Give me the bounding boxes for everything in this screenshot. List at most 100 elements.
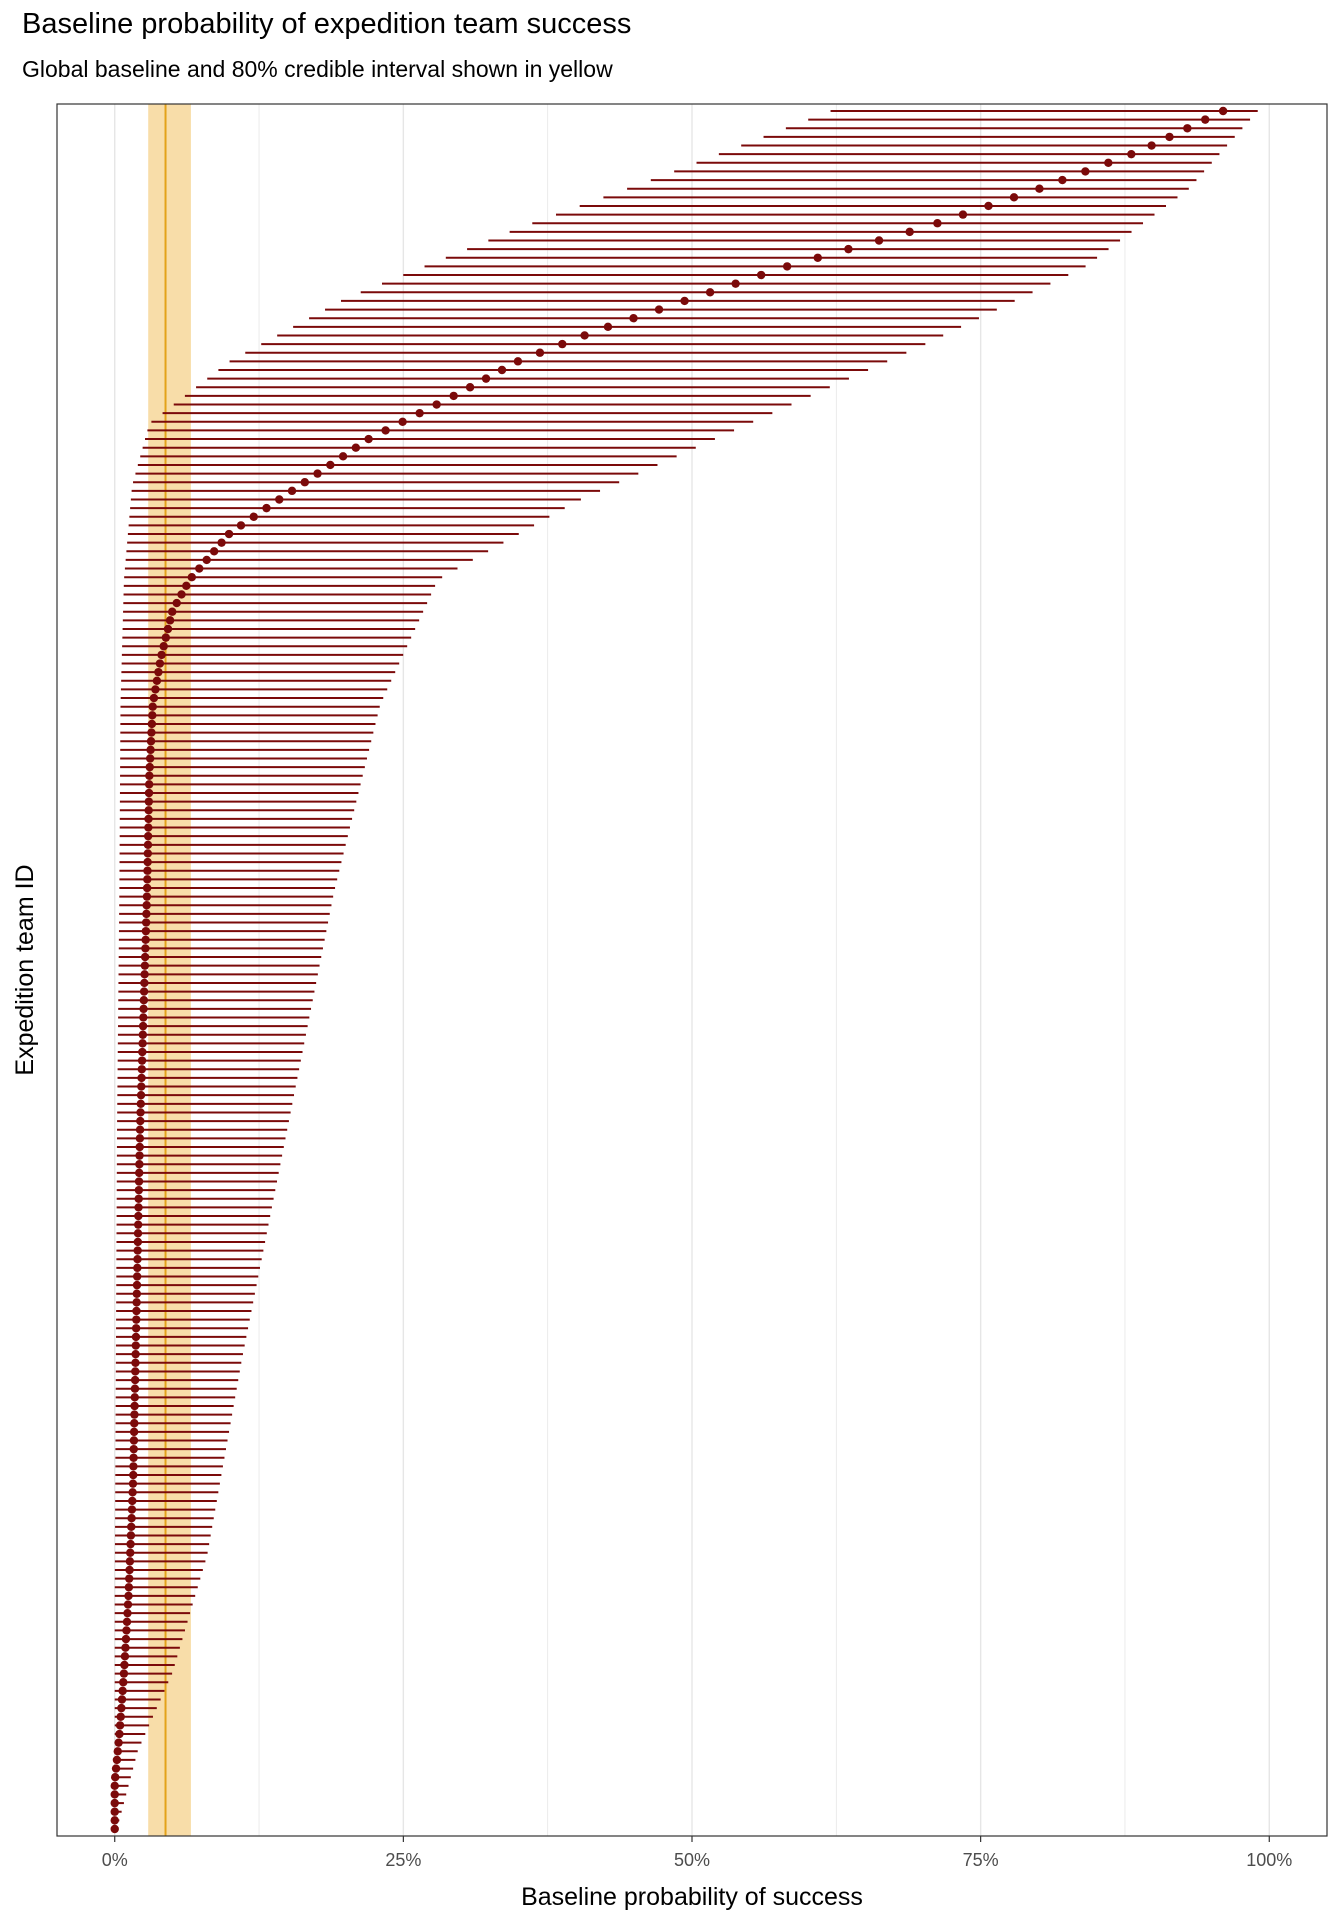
team-point	[133, 1220, 143, 1229]
team-point	[128, 1479, 138, 1488]
team-point	[144, 814, 153, 824]
team-point	[139, 996, 149, 1005]
y-axis-title: Expedition team ID	[11, 864, 39, 1075]
team-point	[275, 495, 284, 504]
team-point	[110, 1816, 119, 1825]
team-point	[813, 253, 822, 262]
team-point	[134, 1177, 144, 1186]
team-point	[135, 1134, 145, 1143]
x-tick-label: 25%	[385, 1850, 421, 1870]
team-point	[132, 1272, 142, 1281]
team-point	[147, 728, 156, 737]
team-point	[127, 1514, 136, 1523]
team-point	[144, 823, 153, 832]
team-point	[140, 961, 150, 970]
team-point	[782, 262, 792, 271]
team-point	[1009, 193, 1019, 202]
team-point	[128, 1488, 137, 1497]
team-point	[1104, 158, 1113, 167]
team-point	[933, 219, 942, 228]
team-point	[119, 1669, 129, 1678]
team-point	[113, 1747, 122, 1756]
baseline-interval-band	[148, 104, 191, 1836]
team-point	[132, 1315, 141, 1324]
team-point	[143, 831, 153, 841]
team-point	[143, 840, 153, 850]
team-point	[118, 1686, 127, 1696]
team-point	[146, 745, 155, 755]
team-point	[129, 1462, 138, 1471]
team-point	[157, 650, 166, 660]
team-point	[136, 1116, 145, 1126]
team-point	[136, 1090, 146, 1100]
team-point	[155, 659, 165, 668]
team-point	[134, 1203, 143, 1212]
team-point	[124, 1591, 133, 1601]
team-point	[844, 244, 853, 254]
gridlines	[114, 104, 1270, 1836]
team-point	[398, 417, 407, 426]
team-point	[140, 952, 150, 962]
x-tick-label: 0%	[102, 1850, 128, 1870]
team-point	[115, 1729, 124, 1739]
team-point	[149, 693, 159, 703]
team-point	[121, 1634, 131, 1644]
team-point	[984, 201, 993, 211]
team-point	[161, 633, 171, 642]
team-point	[136, 1099, 145, 1109]
team-point	[236, 521, 246, 530]
team-point	[139, 1013, 148, 1022]
team-point	[132, 1280, 142, 1290]
team-point	[364, 434, 373, 444]
team-point	[680, 296, 689, 306]
team-point	[132, 1289, 142, 1298]
team-point	[126, 1548, 135, 1557]
team-point	[151, 685, 160, 694]
team-point	[756, 270, 766, 280]
team-point	[134, 1185, 144, 1195]
x-tick-label: 50%	[674, 1850, 710, 1870]
team-point	[135, 1151, 144, 1160]
team-point	[143, 849, 153, 858]
team-point	[127, 1505, 137, 1514]
team-point	[148, 711, 157, 720]
team-point	[177, 590, 186, 599]
team-point	[145, 762, 154, 772]
team-point	[125, 1565, 134, 1575]
team-point	[122, 1617, 132, 1627]
team-point	[117, 1703, 126, 1713]
team-point	[168, 607, 177, 616]
team-point	[449, 391, 458, 401]
team-point	[140, 970, 149, 979]
team-point	[1081, 167, 1090, 176]
team-point	[131, 1324, 141, 1333]
team-point	[217, 538, 226, 547]
team-point	[137, 1073, 146, 1083]
team-point	[351, 443, 361, 452]
team-point	[111, 1764, 121, 1773]
team-point	[130, 1419, 139, 1428]
team-point	[133, 1237, 143, 1247]
team-point	[130, 1384, 140, 1393]
team-point	[1201, 115, 1210, 124]
team-point	[135, 1142, 144, 1152]
team-point	[127, 1522, 136, 1532]
team-point	[705, 288, 715, 297]
team-point	[287, 486, 297, 496]
team-point	[137, 1082, 146, 1091]
team-point	[138, 1047, 147, 1057]
team-point	[119, 1678, 128, 1687]
team-point	[187, 572, 197, 582]
team-point	[121, 1643, 130, 1652]
team-point	[111, 1773, 120, 1782]
team-point	[603, 322, 613, 332]
team-point	[134, 1211, 143, 1221]
team-point	[138, 1039, 147, 1048]
team-point	[130, 1393, 139, 1402]
team-point	[165, 616, 175, 625]
team-point	[124, 1583, 134, 1592]
team-point	[120, 1660, 129, 1670]
team-point	[142, 883, 152, 893]
team-point	[110, 1824, 119, 1834]
team-point	[172, 598, 181, 608]
